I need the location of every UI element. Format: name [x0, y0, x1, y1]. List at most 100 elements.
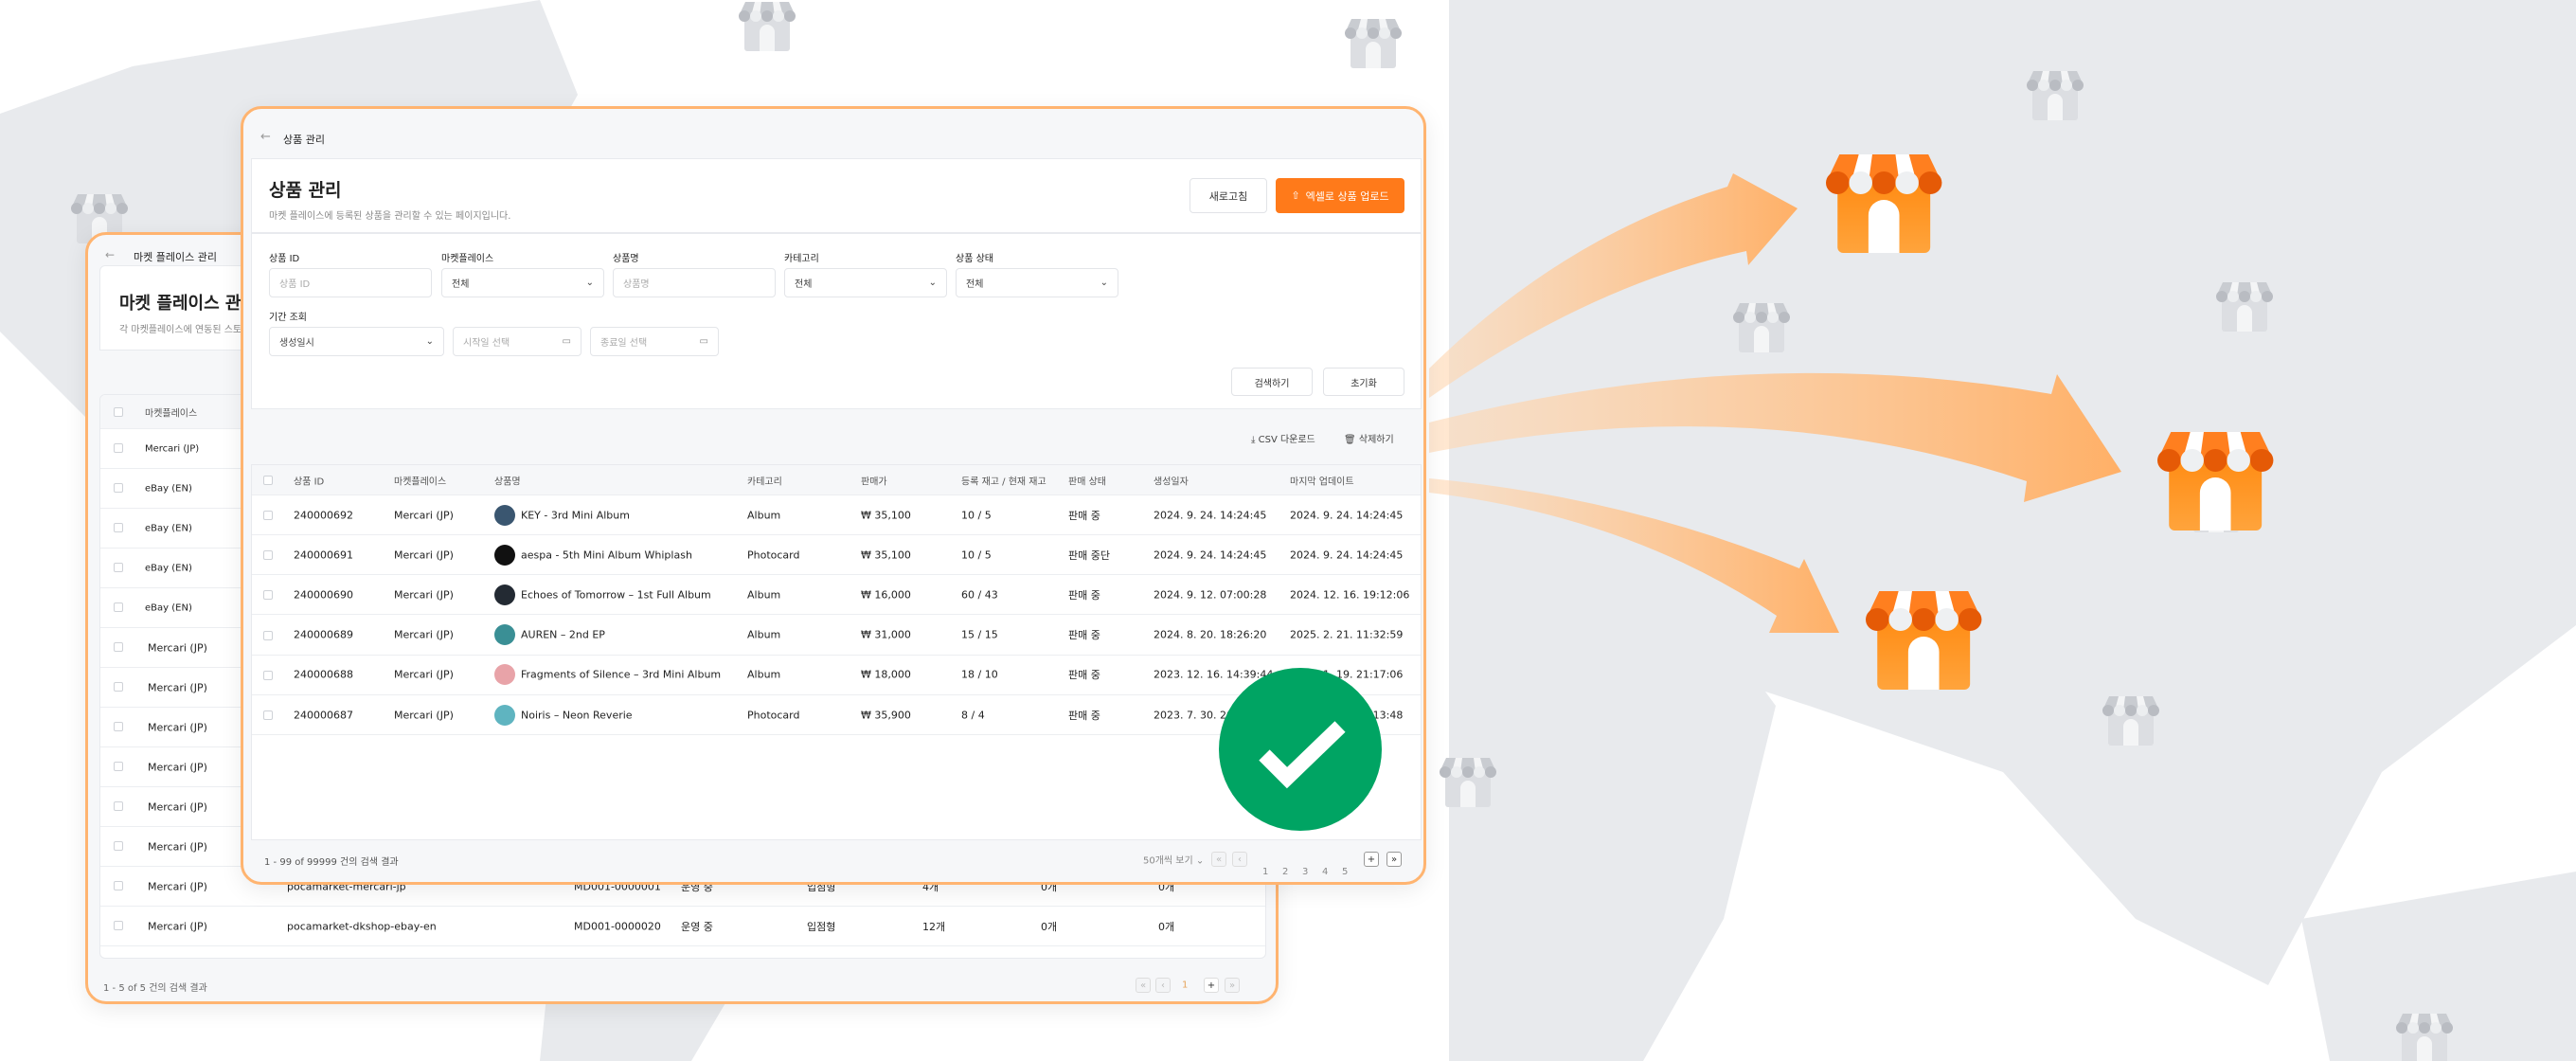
column-header: 상품 ID	[294, 477, 325, 487]
product-thumbnail	[494, 624, 515, 646]
row-checkbox[interactable]	[114, 642, 123, 652]
page-3[interactable]: 3	[1302, 867, 1309, 877]
excel-upload-button[interactable]: ⇧ 엑셀로 상품 업로드	[1276, 178, 1404, 213]
marketplace-select[interactable]: 전체 ⌄	[441, 268, 604, 297]
page-1[interactable]: 1	[1262, 867, 1269, 877]
row-checkbox[interactable]	[263, 710, 273, 720]
delete-button[interactable]: 🗑 삭제하기	[1344, 431, 1394, 445]
row-checkbox[interactable]	[114, 921, 123, 930]
end-date-placeholder: 종료일 선택	[600, 338, 648, 349]
prev-page-button[interactable]: ‹	[1155, 978, 1171, 993]
row-checkbox[interactable]	[263, 670, 273, 680]
status-value: 전체	[966, 279, 984, 290]
marketplace-cell: eBay (EN)	[145, 563, 192, 573]
page-4[interactable]: 4	[1322, 867, 1329, 877]
select-all-checkbox[interactable]	[114, 407, 123, 417]
row-checkbox[interactable]	[114, 523, 123, 532]
chevron-down-icon: ⌄	[425, 336, 434, 347]
row-checkbox[interactable]	[114, 682, 123, 692]
row-checkbox[interactable]	[114, 602, 123, 612]
row-checkbox[interactable]	[263, 590, 273, 601]
marketplace-cell: eBay (EN)	[145, 602, 192, 613]
id-cell: 240000688	[294, 668, 353, 681]
row-checkbox[interactable]	[114, 801, 123, 811]
status-select[interactable]: 전체 ⌄	[956, 268, 1118, 297]
market-cell: Mercari (JP)	[394, 668, 454, 681]
product-name-input[interactable]: 상품명	[613, 268, 776, 297]
product-id-placeholder: 상품 ID	[279, 279, 311, 290]
trash-icon: 🗑	[1344, 435, 1359, 445]
end-date-input[interactable]: 종료일 선택 ▭	[590, 327, 719, 356]
table-row[interactable]: Mercari (JP) pocamarket-dkshop-ebay-en MD0…	[100, 907, 1265, 946]
success-check-icon	[1219, 668, 1382, 831]
row-checkbox[interactable]	[263, 550, 273, 561]
table-row[interactable]: 240000690 Mercari (JP) Album ₩ 16,000 60 / 4…	[252, 575, 1421, 616]
product-name-cell: AUREN – 2nd EP	[521, 628, 605, 641]
refresh-button[interactable]: 새로고침	[1190, 178, 1267, 213]
count-cell: 12개	[922, 920, 946, 933]
filter-label-marketplace: 마켓플레이스	[441, 254, 494, 264]
table-row[interactable]: 240000691 Mercari (JP) Photocard ₩ 35,100 10…	[252, 535, 1421, 576]
table-header: 상품 ID 마켓플레이스 상품명 카테고리 판매가 등록 재고 / 현재 재고 판매 상태 생…	[252, 465, 1421, 495]
period-type-select[interactable]: 생성일시 ⌄	[269, 327, 444, 356]
download-icon: ⤓	[1251, 435, 1259, 445]
marketplace-cell: Mercari (JP)	[145, 443, 200, 454]
marketplace-cell: Mercari (JP)	[148, 681, 207, 693]
first-page-button[interactable]: «	[1136, 978, 1151, 993]
add-icon[interactable]: +	[1364, 852, 1379, 867]
row-checkbox[interactable]	[114, 483, 123, 493]
prev-page-button[interactable]: ‹	[1232, 852, 1247, 867]
breadcrumb: 마켓 플레이스 관리	[134, 251, 217, 263]
category-cell: Album	[747, 509, 781, 521]
search-button[interactable]: 검색하기	[1231, 368, 1313, 396]
page-1[interactable]: 1	[1182, 980, 1189, 991]
last-page-button[interactable]: »	[1225, 978, 1240, 993]
column-header: 카테고리	[747, 477, 782, 487]
created-cell: 2024. 9. 12. 07:00:28	[1154, 588, 1267, 602]
excel-upload-label: 엑셀로 상품 업로드	[1305, 189, 1389, 203]
row-checkbox[interactable]	[114, 722, 123, 731]
table-row[interactable]: 240000692 Mercari (JP) Album ₩ 35,100 10 / 5…	[252, 495, 1421, 535]
type-cell: 입점형	[807, 920, 836, 933]
page-5[interactable]: 5	[1342, 867, 1349, 877]
column-header-marketplace: 마켓플레이스	[145, 408, 198, 419]
store-icon-2	[2157, 432, 2274, 530]
column-header: 판매가	[861, 477, 887, 487]
stock-cell: 10 / 5	[961, 548, 992, 562]
status-cell: 판매 중	[1068, 509, 1100, 522]
page-header: 상품 관리 마켓 플레이스에 등록된 상품을 관리할 수 있는 페이지입니다. …	[251, 158, 1422, 233]
row-checkbox[interactable]	[263, 630, 273, 640]
marketplace-cell: eBay (EN)	[145, 523, 192, 533]
product-name-cell: aespa - 5th Mini Album Whiplash	[521, 548, 692, 562]
start-date-input[interactable]: 시작일 선택 ▭	[453, 327, 581, 356]
column-header: 마지막 업데이트	[1290, 477, 1354, 487]
csv-download-button[interactable]: ⤓ CSV 다운로드	[1251, 431, 1315, 445]
row-checkbox[interactable]	[114, 762, 123, 771]
store-icon-1	[1826, 154, 1942, 253]
column-header: 마켓플레이스	[394, 477, 447, 487]
row-checkbox[interactable]	[114, 841, 123, 851]
price-cell: ₩ 35,900	[861, 709, 911, 721]
page-size-select[interactable]: 50개씩 보기 ⌄	[1143, 855, 1205, 867]
back-arrow-icon[interactable]: ←	[105, 248, 116, 261]
row-checkbox[interactable]	[263, 511, 273, 520]
table-row[interactable]: 240000689 Mercari (JP) Album ₩ 31,000 15 / 1…	[252, 615, 1421, 656]
back-arrow-icon[interactable]: ←	[260, 130, 271, 144]
column-header: 등록 재고 / 현재 재고	[961, 477, 1046, 487]
chevron-down-icon: ⌄	[928, 278, 937, 288]
row-checkbox[interactable]	[114, 563, 123, 572]
chevron-down-icon: ⌄	[585, 278, 594, 288]
page-2[interactable]: 2	[1282, 867, 1289, 877]
last-page-button[interactable]: »	[1386, 852, 1402, 867]
product-id-input[interactable]: 상품 ID	[269, 268, 432, 297]
table-row[interactable]: 240000688 Mercari (JP) Album ₩ 18,000 18 / 1…	[252, 655, 1421, 695]
add-icon[interactable]: +	[1204, 978, 1219, 993]
row-checkbox[interactable]	[114, 881, 123, 890]
period-type-value: 생성일시	[279, 338, 314, 349]
stock-cell: 15 / 15	[961, 628, 998, 641]
category-select[interactable]: 전체 ⌄	[784, 268, 947, 297]
first-page-button[interactable]: «	[1211, 852, 1226, 867]
row-checkbox[interactable]	[114, 443, 123, 453]
select-all-checkbox[interactable]	[263, 476, 273, 485]
reset-button[interactable]: 초기화	[1323, 368, 1404, 396]
